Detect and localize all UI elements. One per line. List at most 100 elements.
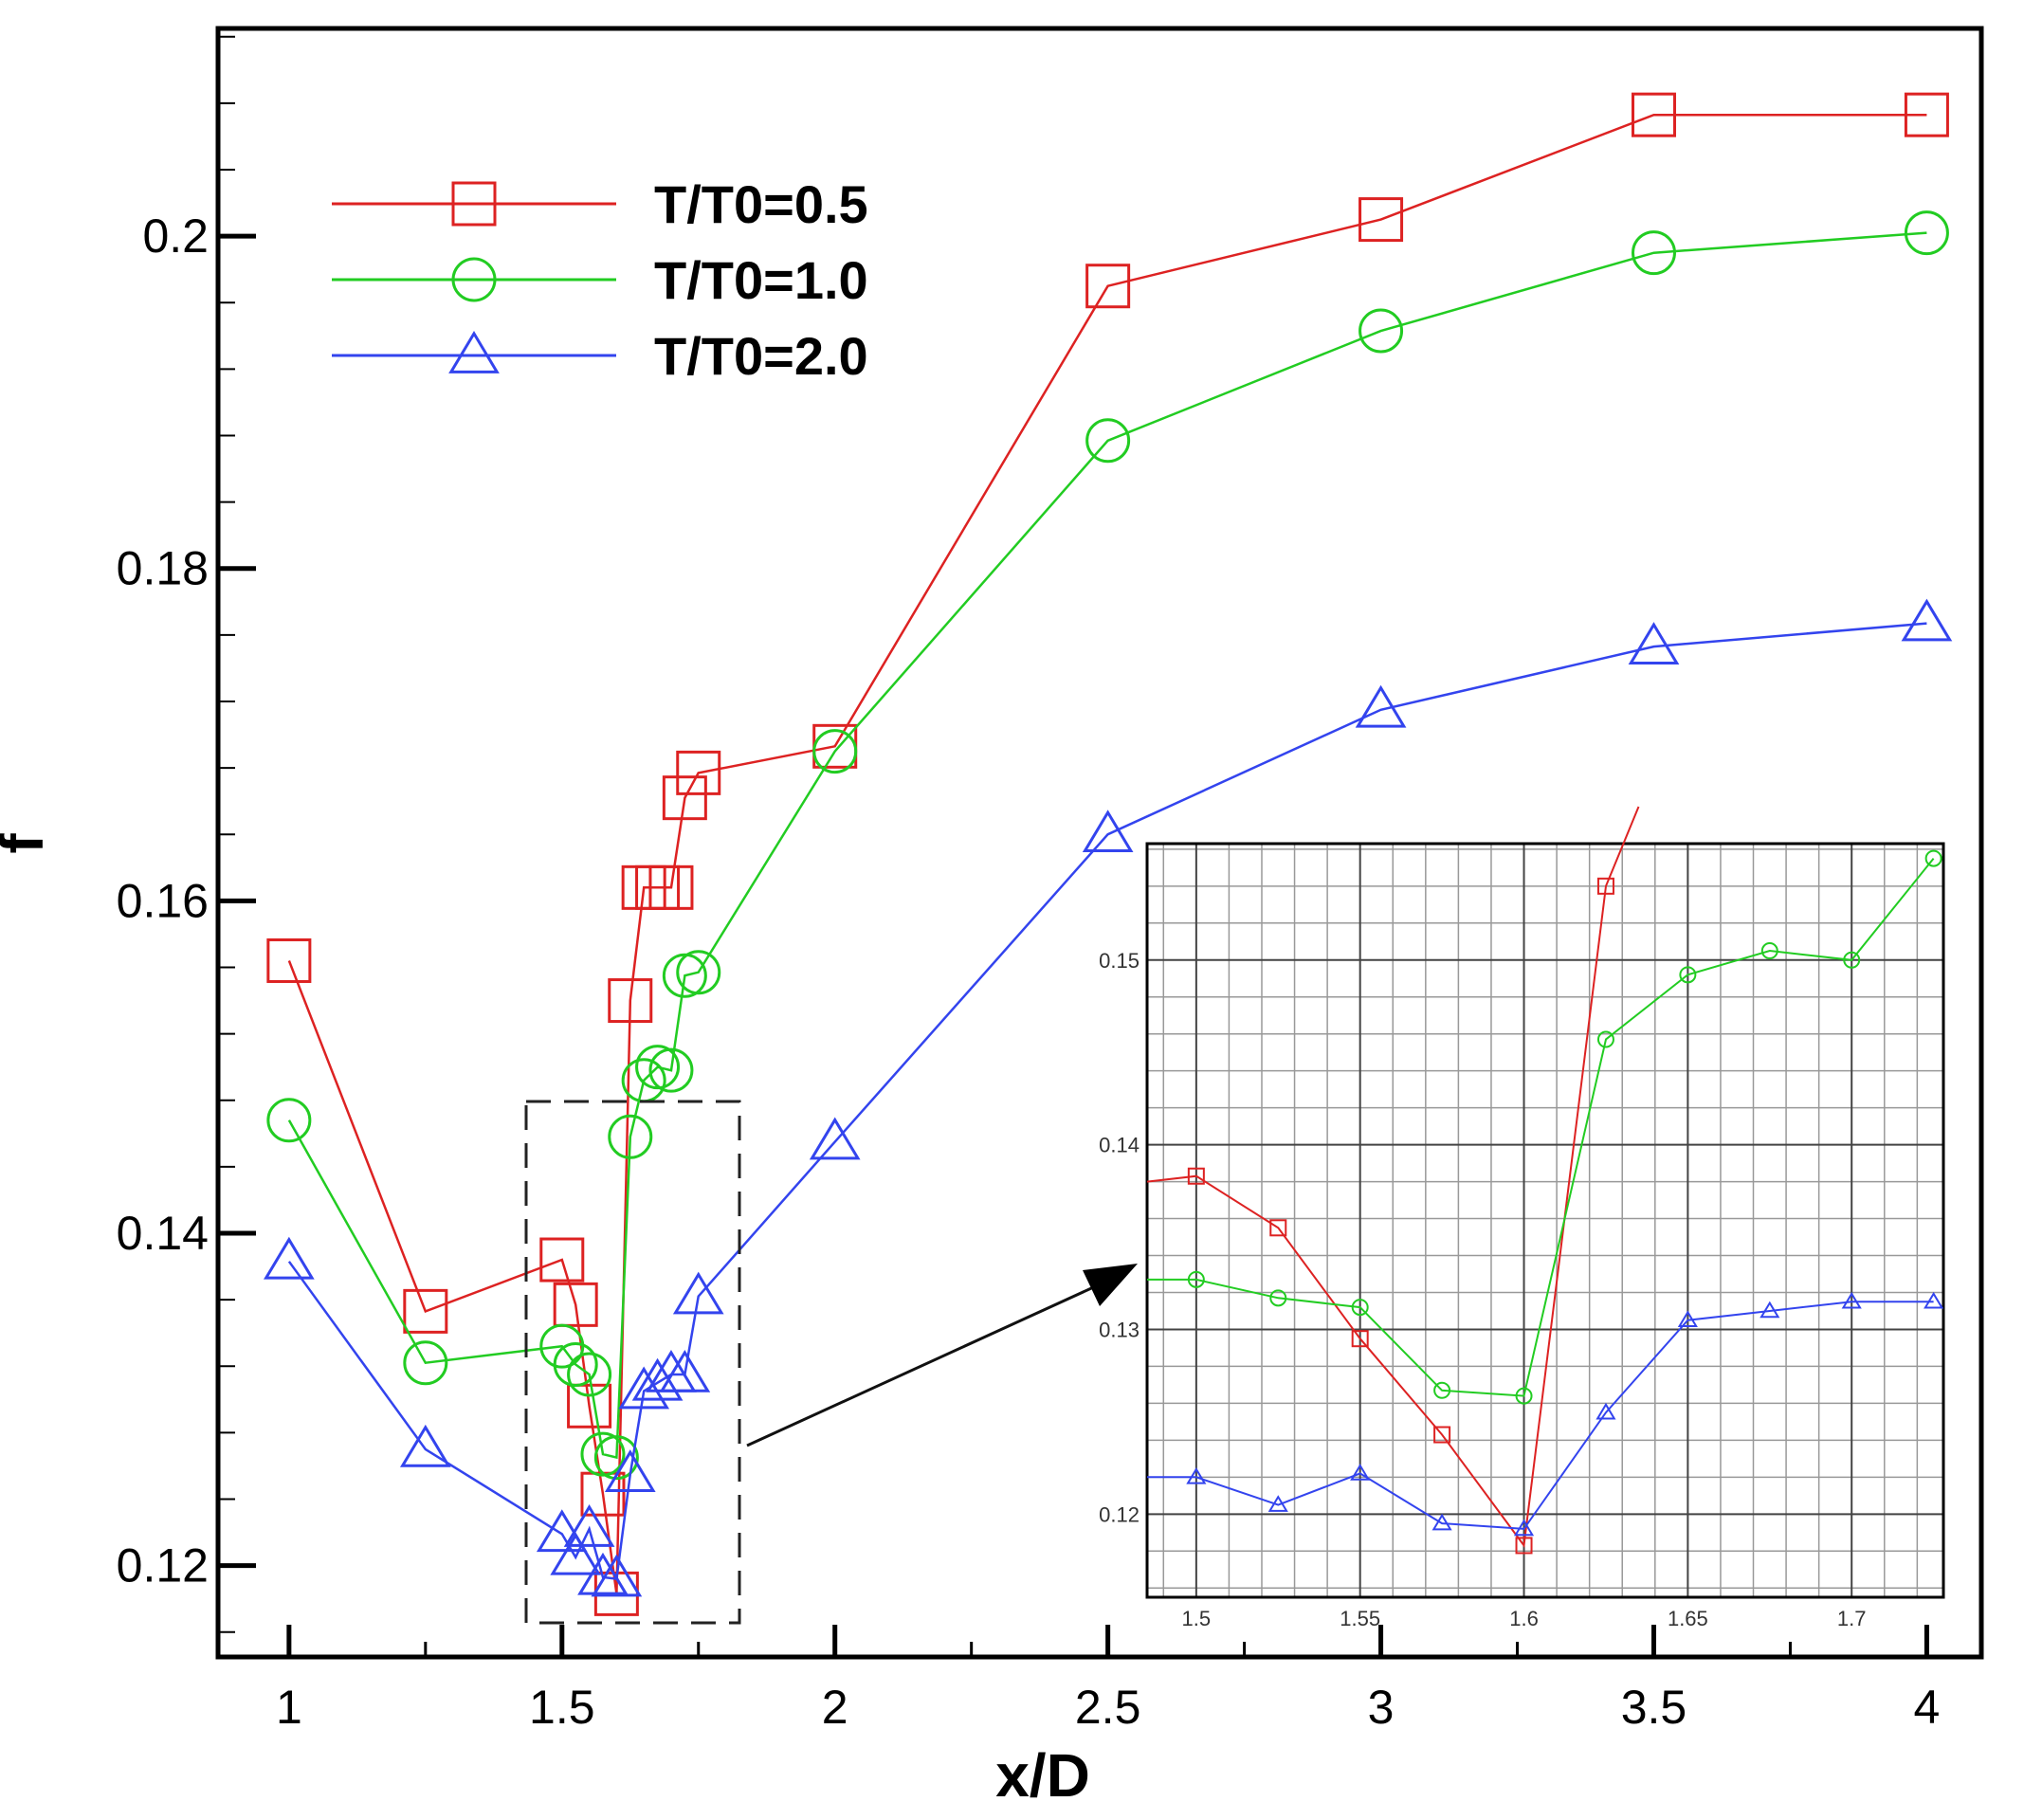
inset-data-point bbox=[1924, 849, 1942, 867]
plot-frame bbox=[215, 26, 1984, 1660]
inset-x-tick-label: 1.5 bbox=[1182, 1607, 1212, 1630]
data-point bbox=[604, 1449, 656, 1492]
data-point bbox=[1631, 230, 1676, 276]
data-point bbox=[550, 1532, 602, 1575]
inset-data-point bbox=[1595, 1402, 1616, 1420]
legend-label: T/T0=1.0 bbox=[654, 250, 868, 310]
inset-data-point bbox=[1841, 1291, 1862, 1309]
inset-series-line bbox=[1146, 806, 1640, 1549]
x-tick-label: 3 bbox=[1368, 1681, 1395, 1734]
y-tick-label: 0.18 bbox=[117, 542, 209, 595]
inset-data-point bbox=[1679, 966, 1697, 984]
inset-x-tick-label: 1.55 bbox=[1340, 1607, 1380, 1630]
y-axis: 0.12 0.14 0.16 0.18 0.2 bbox=[117, 209, 256, 1592]
data-point bbox=[1085, 418, 1131, 464]
zoom-arrow-head bbox=[1083, 1264, 1138, 1306]
inset-data-point bbox=[1351, 1299, 1369, 1317]
inset-frame bbox=[1145, 842, 1945, 1599]
data-point bbox=[539, 1237, 585, 1283]
data-point bbox=[608, 1114, 653, 1159]
x-tick-label: 4 bbox=[1914, 1681, 1941, 1734]
inset-y-tick-label: 0.12 bbox=[1099, 1502, 1140, 1526]
series-3 bbox=[264, 598, 1953, 1597]
data-point bbox=[553, 1341, 598, 1387]
data-point bbox=[618, 1366, 670, 1410]
inset-series-3 bbox=[1147, 1291, 1944, 1537]
inset-x-tick-label: 1.65 bbox=[1668, 1607, 1708, 1630]
legend-label: T/T0=0.5 bbox=[654, 174, 868, 234]
inset-data-point bbox=[1267, 1495, 1288, 1512]
inset-series-line bbox=[1147, 857, 1935, 1397]
data-point bbox=[648, 1047, 694, 1093]
inset-y-tick-label: 0.15 bbox=[1099, 949, 1140, 973]
y-tick-label: 0.16 bbox=[117, 874, 209, 927]
inset-x-tick-label: 1.7 bbox=[1837, 1607, 1867, 1630]
inset-y-tick-label: 0.14 bbox=[1099, 1134, 1140, 1157]
data-point bbox=[553, 1282, 598, 1327]
data-point bbox=[1085, 264, 1131, 309]
inset-data-point bbox=[1433, 1426, 1451, 1444]
data-point bbox=[608, 978, 653, 1024]
data-point bbox=[1904, 92, 1949, 137]
inset-series-1 bbox=[1146, 806, 1640, 1555]
zoom-region-box bbox=[524, 1100, 741, 1625]
y-tick-label: 0.14 bbox=[117, 1207, 209, 1260]
data-point bbox=[1631, 92, 1676, 137]
legend-marker bbox=[451, 257, 497, 302]
data-point bbox=[264, 1236, 315, 1280]
legend-label: T/T0=2.0 bbox=[654, 326, 868, 386]
data-point bbox=[662, 775, 707, 821]
inset-data-point bbox=[1515, 1387, 1533, 1405]
x-tick-label: 1 bbox=[276, 1681, 302, 1734]
inset-data-point bbox=[1187, 1270, 1205, 1288]
data-point bbox=[812, 729, 858, 774]
data-point bbox=[676, 950, 721, 995]
data-point bbox=[809, 1117, 861, 1160]
data-point bbox=[1901, 598, 1953, 642]
x-tick-label: 2.5 bbox=[1075, 1681, 1141, 1734]
legend-marker bbox=[451, 181, 497, 227]
inset-data-point bbox=[1760, 942, 1778, 960]
inset-data-point bbox=[1924, 1291, 1944, 1309]
inset-data-point bbox=[1187, 1167, 1205, 1185]
inset-data-point bbox=[1677, 1310, 1698, 1328]
data-point bbox=[676, 750, 721, 795]
inset-x-tick-label: 1.6 bbox=[1509, 1607, 1539, 1630]
legend-marker bbox=[448, 330, 500, 373]
inset-data-point bbox=[1433, 1381, 1451, 1399]
data-point bbox=[1355, 684, 1407, 728]
data-point bbox=[266, 1098, 312, 1143]
inset-grid bbox=[1147, 844, 1943, 1597]
inset-data-point bbox=[1513, 1519, 1535, 1537]
inset-data-point bbox=[1596, 877, 1614, 895]
inset-series-2 bbox=[1147, 849, 1942, 1405]
x-tick-label: 3.5 bbox=[1621, 1681, 1687, 1734]
data-point bbox=[591, 1554, 643, 1597]
data-point bbox=[1358, 308, 1404, 354]
data-point bbox=[659, 1349, 711, 1392]
main-series-group bbox=[264, 92, 1953, 1616]
inset-chart: 1.5 1.55 1.6 1.65 1.7 0.12 0.13 0.14 0.15 bbox=[1099, 806, 1945, 1630]
data-point bbox=[266, 937, 312, 983]
data-point bbox=[1082, 810, 1134, 853]
inset-axes: 1.5 1.55 1.6 1.65 1.7 0.12 0.13 0.14 0.15 bbox=[1099, 949, 1866, 1630]
data-point bbox=[399, 1424, 451, 1467]
data-point bbox=[567, 1352, 612, 1397]
data-point bbox=[563, 1503, 615, 1547]
x-axis-title: x/D bbox=[995, 1741, 1090, 1810]
data-point bbox=[593, 1435, 639, 1481]
data-point bbox=[1358, 197, 1404, 243]
y-axis-title: f bbox=[0, 833, 56, 854]
inset-data-point bbox=[1596, 1030, 1614, 1048]
inset-data-point bbox=[1269, 1219, 1287, 1237]
y-tick-label: 0.12 bbox=[117, 1539, 209, 1592]
data-point bbox=[1904, 210, 1949, 256]
data-point bbox=[648, 864, 694, 910]
inset-data-point bbox=[1760, 1301, 1780, 1319]
data-point bbox=[567, 1383, 612, 1429]
series-2 bbox=[266, 210, 1949, 1481]
inset-series-line bbox=[1147, 1301, 1934, 1530]
x-tick-label: 1.5 bbox=[529, 1681, 595, 1734]
y-tick-label: 0.2 bbox=[142, 209, 209, 263]
inset-data-point bbox=[1351, 1330, 1369, 1348]
